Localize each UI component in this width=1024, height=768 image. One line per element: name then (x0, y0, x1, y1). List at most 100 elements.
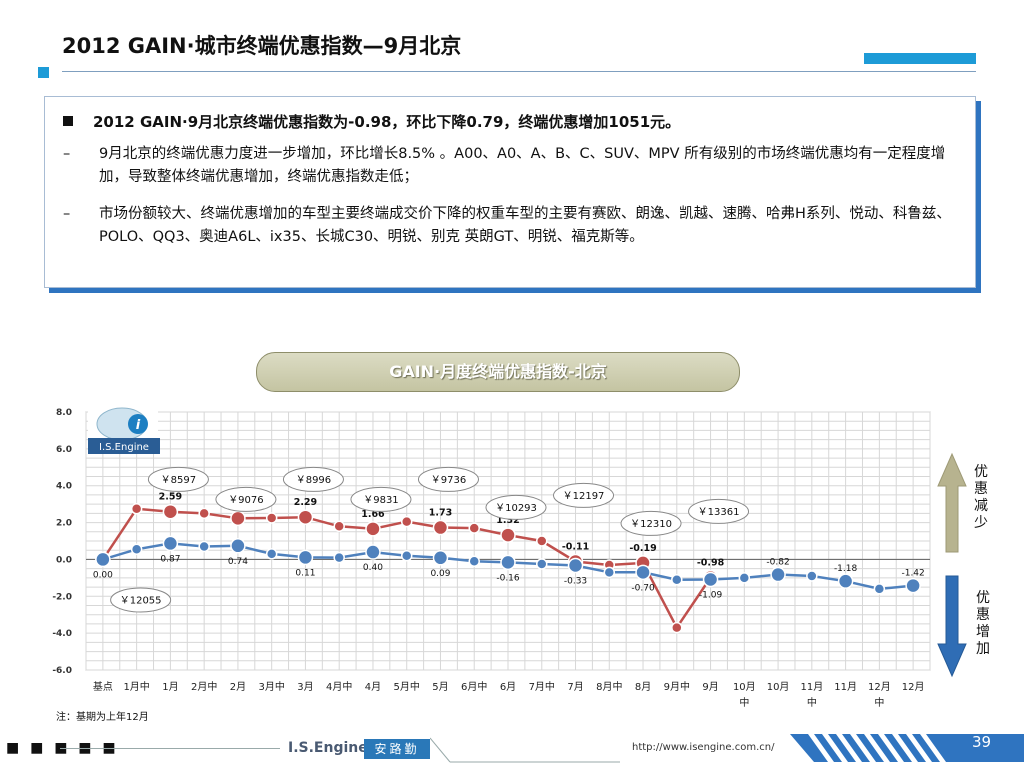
x-tick-label: 6月 (500, 681, 516, 693)
x-tick-label: 10月 (767, 681, 790, 693)
x-tick-label: 7月中 (529, 680, 555, 693)
data-point (130, 543, 143, 556)
data-label: 0.11 (295, 568, 315, 578)
data-label: 1.32 (496, 515, 519, 526)
amount-callout-label: ￥13361 (698, 507, 740, 518)
footnote: 注：基期为上年12月 (56, 712, 149, 723)
data-label: -0.82 (766, 558, 789, 568)
data-point (198, 540, 210, 553)
x-tick-label: 基点 (93, 680, 113, 693)
arrow-up-icon (937, 452, 967, 553)
x-tick-label: 5月中 (394, 680, 420, 693)
footer-divider (60, 748, 280, 749)
amount-callout (110, 587, 172, 613)
amount-callout-label: ￥8996 (296, 475, 331, 486)
summary-point-text: 9月北京的终端优惠力度进一步增加，环比增长8.5% 。A00、A0、A、B、C、… (99, 146, 946, 185)
data-label: 1.73 (429, 508, 452, 519)
data-point (400, 515, 413, 528)
data-label: 0.74 (228, 557, 248, 567)
logo-text: I.S.Engine (99, 442, 149, 453)
data-label: -0.70 (631, 583, 655, 593)
x-tick-label: 3月 (297, 681, 313, 693)
data-label: 0.09 (430, 569, 450, 579)
arrow-up-label: 优惠减少 (974, 464, 988, 531)
page-title: 2012 GAIN·城市终端优惠指数—9月北京 (62, 34, 462, 58)
data-point (567, 557, 584, 574)
data-label: 0.00 (93, 570, 113, 580)
amount-callout-label: ￥8597 (161, 475, 196, 486)
logo-info-glyph: i (136, 418, 141, 433)
y-tick-label: -6.0 (52, 666, 72, 676)
line-chart: 8.0 6.0 4.0 2.0 0.0 -2.0 -4.0 -6.0 基点 1月中 1月 2月中 2月 3… (52, 407, 967, 709)
data-label: -0.33 (564, 577, 587, 587)
page-number: 39 (972, 733, 992, 751)
dash-bullet: – (63, 206, 71, 222)
data-point (95, 551, 111, 568)
data-point (500, 527, 516, 543)
data-label: -1.18 (834, 564, 858, 574)
data-point (265, 548, 278, 560)
x-tick-label: 9月中 (664, 680, 690, 693)
footer-stripes (430, 734, 1024, 763)
x-tick-label: 4月中 (326, 680, 352, 693)
data-point (873, 583, 886, 595)
square-bullet-icon (63, 116, 73, 126)
x-tick-label: 5月 (432, 681, 448, 693)
x-tick-label: 3月中 (258, 680, 284, 693)
logo-bar (88, 438, 160, 454)
data-point (365, 521, 381, 537)
arrow-down-label: 优惠增加 (976, 590, 990, 657)
data-point (162, 535, 179, 552)
y-tick-label: 4.0 (56, 482, 72, 492)
data-point (635, 564, 651, 581)
x-tick-label: 6月中 (461, 680, 487, 693)
y-tick-label: 0.0 (56, 555, 72, 565)
amount-callout (147, 466, 209, 492)
amount-callout (417, 466, 479, 492)
x-tick-label: 中 (874, 696, 884, 709)
x-tick-label: 11月 (800, 681, 823, 693)
accent-bar (864, 53, 976, 64)
data-point (738, 572, 751, 584)
data-point (400, 549, 413, 562)
summary-point-text: 市场份额较大、终端优惠增加的车型主要终端成交价下降的权重车型的主要有赛欧、朗逸、… (99, 206, 951, 245)
dash-bullet: – (63, 146, 71, 162)
footer-brand: I.S.Engine (288, 740, 368, 756)
y-tick-label: 2.0 (56, 519, 72, 529)
data-label: 0.87 (160, 554, 180, 564)
data-point (905, 577, 921, 594)
amount-callout-label: ￥12055 (120, 595, 162, 606)
x-tick-label: 4月 (365, 681, 381, 693)
amount-callout-label: ￥12197 (563, 491, 605, 502)
data-label: -0.16 (496, 573, 520, 583)
amount-callout (688, 498, 750, 524)
summary-headline: 2012 GAIN·9月北京终端优惠指数为-0.98，环比下降0.79，终端优惠… (63, 111, 680, 132)
data-point (671, 573, 683, 586)
footer-url: http://www.isengine.com.cn/ (632, 742, 775, 753)
data-point (536, 535, 548, 547)
data-point (130, 503, 143, 515)
data-point (603, 566, 616, 579)
amount-callout-label: ￥9076 (228, 495, 263, 506)
headline-text: 2012 GAIN·9月北京终端优惠指数为-0.98，环比下降0.79，终端优惠… (93, 113, 681, 131)
x-tick-label: 8月 (635, 681, 651, 693)
amount-callout (553, 482, 615, 508)
amount-callout-label: ￥12310 (630, 519, 672, 530)
data-point (432, 519, 449, 536)
amount-callout-label: ￥9831 (363, 495, 398, 506)
data-point (333, 551, 345, 564)
data-point (297, 509, 314, 525)
data-point (198, 507, 210, 520)
data-point (265, 512, 278, 524)
accent-square (38, 67, 49, 78)
x-tick-label: 9月 (702, 681, 718, 693)
arrow-down-icon (937, 575, 967, 678)
amount-callout (350, 486, 412, 512)
x-tick-label: 中 (807, 696, 817, 709)
x-tick-label: 12月 (868, 681, 891, 693)
y-tick-label: -2.0 (52, 592, 72, 602)
logo-info-icon (128, 414, 148, 434)
x-tick-label: 中 (739, 696, 749, 709)
data-label: 0.40 (363, 563, 383, 573)
x-tick-label: 10月 (733, 681, 756, 693)
